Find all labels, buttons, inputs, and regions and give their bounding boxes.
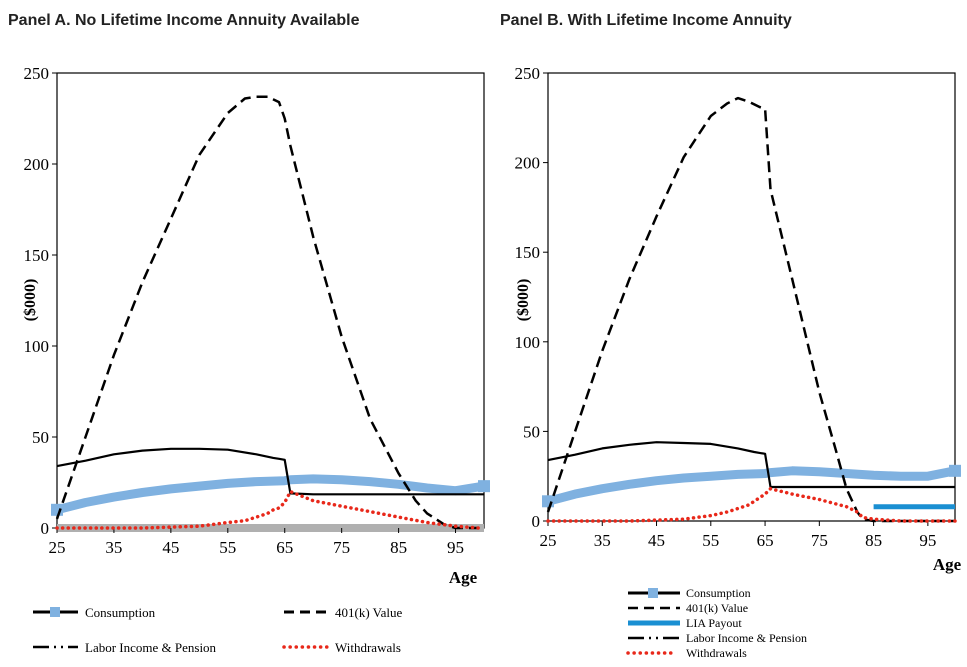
panel-a-ytick-label: 200 — [24, 155, 50, 174]
legend-b-401k: 401(k) Value — [628, 601, 748, 615]
panel-a-xtick-label: 95 — [447, 538, 464, 557]
panel-b-series-withdrawals — [546, 486, 957, 523]
panel-b-xtick-label: 65 — [757, 531, 774, 550]
panel-a-xtick-label: 45 — [162, 538, 179, 557]
panel-a-series-401k — [55, 95, 479, 530]
panel-b-legend: Consumption 401(k) Value LIA Payout Labo… — [626, 586, 807, 660]
legend-b-lia-label: LIA Payout — [686, 616, 742, 630]
legend-a-labor: Labor Income & Pension — [33, 640, 217, 655]
panel-a-ytick-label: 50 — [32, 428, 49, 447]
panel-a: Panel A. No Lifetime Income Annuity Avai… — [8, 12, 490, 655]
legend-b-labor: Labor Income & Pension — [628, 631, 807, 645]
panel-b-title: Panel B. With Lifetime Income Annuity — [500, 12, 792, 29]
panel-b-consumption-marker — [542, 495, 554, 508]
legend-a-401k-label: 401(k) Value — [335, 605, 403, 620]
panel-a-ytick-label: 250 — [24, 64, 50, 83]
panel-b-ylabel: ($000) — [515, 279, 532, 322]
panel-b-ytick-label: 0 — [532, 512, 541, 531]
panel-b-xtick-label: 75 — [811, 531, 828, 550]
panel-a-zero-band — [57, 524, 484, 532]
legend-a-labor-label: Labor Income & Pension — [85, 640, 217, 655]
legend-b-consumption: Consumption — [628, 586, 751, 600]
panel-a-plot: 0 50 100 150 200 250 25 35 45 55 65 75 85 95 — [24, 64, 490, 557]
panel-b-series-consumption — [546, 466, 956, 506]
panel-a-xtick-label: 65 — [276, 538, 293, 557]
panel-a-xtick-label: 35 — [105, 538, 122, 557]
panel-a-xlabel: Age — [449, 568, 478, 587]
panel-b-frame — [547, 72, 956, 522]
panel-b-xtick-label: 85 — [865, 531, 882, 550]
panel-b-xtick-label: 35 — [594, 531, 611, 550]
legend-b-withdrawals-label: Withdrawals — [686, 646, 747, 660]
panel-b-xtick-label: 55 — [702, 531, 719, 550]
panel-a-xtick-label: 75 — [333, 538, 350, 557]
panel-b-series-labor — [547, 441, 955, 489]
panel-a-ytick-label: 150 — [24, 246, 50, 265]
panel-b-ytick-label: 150 — [515, 243, 541, 262]
legend-a-consumption-label: Consumption — [85, 605, 156, 620]
panel-b-xlabel: Age — [933, 555, 962, 574]
panel-b: Panel B. With Lifetime Income Annuity 0 5… — [500, 12, 962, 660]
panel-a-series-withdrawals — [55, 489, 481, 530]
legend-b-lia: LIA Payout — [628, 616, 742, 630]
panel-a-legend: Consumption 401(k) Value Labor Income & … — [33, 605, 403, 655]
panel-b-ytick-label: 100 — [515, 333, 541, 352]
panel-b-ytick-label: 250 — [515, 64, 541, 83]
legend-b-withdrawals: Withdrawals — [626, 646, 747, 660]
panel-b-plot: 0 50 100 150 200 250 25 35 45 55 65 75 85 95 — [515, 64, 961, 550]
panel-b-ytick-label: 200 — [515, 154, 541, 173]
panel-a-series-labor — [56, 447, 484, 496]
panel-b-consumption-marker — [949, 464, 961, 477]
panel-a-frame — [56, 72, 485, 529]
legend-a-withdrawals: Withdrawals — [282, 640, 401, 655]
panel-a-ytick-label: 0 — [41, 519, 50, 538]
legend-a-401k: 401(k) Value — [284, 605, 403, 620]
panel-a-ylabel: ($000) — [22, 279, 39, 322]
legend-a-withdrawals-label: Withdrawals — [335, 640, 401, 655]
panel-a-xtick-label: 85 — [390, 538, 407, 557]
panel-a-consumption-marker — [478, 480, 490, 493]
panel-a-ytick-label: 100 — [24, 337, 50, 356]
panel-a-xtick-label: 55 — [219, 538, 236, 557]
legend-b-401k-label: 401(k) Value — [686, 601, 748, 615]
panel-b-xtick-label: 45 — [648, 531, 665, 550]
panel-b-xtick-label: 25 — [540, 531, 557, 550]
panel-b-ytick-label: 50 — [523, 422, 540, 441]
panel-b-series-401k — [546, 96, 955, 523]
legend-b-consumption-label: Consumption — [686, 586, 751, 600]
panel-a-series-consumption — [55, 474, 485, 515]
legend-b-labor-label: Labor Income & Pension — [686, 631, 807, 645]
legend-a-consumption: Consumption — [33, 605, 156, 620]
panel-b-xtick-label: 95 — [919, 531, 936, 550]
panel-a-title: Panel A. No Lifetime Income Annuity Avai… — [8, 12, 360, 29]
panel-a-xtick-label: 25 — [49, 538, 66, 557]
